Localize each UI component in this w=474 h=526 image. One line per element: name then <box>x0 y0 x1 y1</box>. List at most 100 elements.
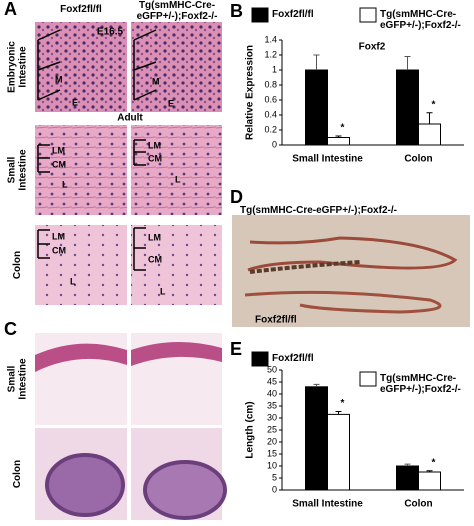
y-tick-label: 1 <box>272 64 277 74</box>
y-tick-label: 15 <box>267 448 277 458</box>
bar <box>327 137 350 146</box>
histology-image <box>35 22 127 112</box>
row-label: Intestine <box>18 46 29 88</box>
y-tick-label: 0.4 <box>264 109 277 119</box>
region-label: L <box>62 179 68 189</box>
tissue <box>143 460 227 520</box>
region-label: CM <box>148 153 162 163</box>
row-label: Small <box>7 365 18 392</box>
region-label: CM <box>52 159 66 169</box>
panel-letter: C <box>4 319 17 339</box>
region-label: M <box>152 76 160 86</box>
error-bar <box>426 470 433 472</box>
panel-letter: E <box>230 339 242 359</box>
tissue <box>131 341 222 366</box>
bracket <box>37 29 61 101</box>
intestine <box>249 260 361 274</box>
bar <box>418 471 441 491</box>
region-label: L <box>175 174 181 184</box>
y-tick-label: 25 <box>267 424 277 434</box>
y-tick-label: 0.2 <box>264 124 277 134</box>
row-label: Embryonic <box>7 41 18 93</box>
error-bar <box>335 411 342 415</box>
y-tick-label: 40 <box>267 388 277 398</box>
x-tick-label: Colon <box>404 154 432 165</box>
row-label: Intestine <box>18 149 29 191</box>
error-bar <box>313 54 320 70</box>
y-tick-label: 50 <box>267 364 277 374</box>
row-label: Colon <box>12 460 23 488</box>
y-tick-label: 0.8 <box>264 79 277 89</box>
tissue <box>45 453 125 517</box>
row-label: Colon <box>12 251 23 279</box>
histology-image <box>131 125 222 215</box>
photo-label: Tg(smMHC-Cre-eGFP+/-);Foxf2-/- <box>240 205 397 216</box>
y-tick-label: 20 <box>267 436 277 446</box>
row-label: Intestine <box>18 358 29 400</box>
region-label: M <box>55 74 63 84</box>
error-bar <box>404 463 411 466</box>
bracket <box>133 227 146 271</box>
significance: * <box>341 123 345 134</box>
bar <box>418 123 441 146</box>
region-label: E <box>72 97 78 107</box>
bracket <box>133 139 146 166</box>
legend-swatch <box>359 371 377 387</box>
legend-swatch <box>251 7 269 23</box>
significance: * <box>432 99 436 110</box>
bar <box>305 69 328 146</box>
legend-label: Foxf2fl/fl <box>272 353 314 364</box>
x-tick-label: Small Intestine <box>292 499 363 510</box>
y-tick-label: 45 <box>267 376 277 386</box>
y-tick-label: 35 <box>267 400 277 410</box>
region-label: LM <box>148 232 161 242</box>
bar <box>305 386 328 491</box>
y-tick-label: 0 <box>272 139 277 149</box>
panel-letter: A <box>4 0 17 19</box>
histology-image <box>131 225 222 305</box>
histology-image <box>35 225 127 305</box>
region-label: E <box>168 98 174 108</box>
x-tick-label: Colon <box>404 499 432 510</box>
y-tick-label: 10 <box>267 460 277 470</box>
bracket <box>37 229 50 259</box>
legend-swatch <box>359 7 377 23</box>
bracket <box>37 144 50 173</box>
histology-image <box>131 22 222 112</box>
region-label: LM <box>148 140 161 150</box>
chart-title: Foxf2 <box>359 42 386 53</box>
stage-label: Adult <box>117 113 143 124</box>
y-axis-label: Relative Expression <box>245 45 256 140</box>
region-label: CM <box>148 254 162 264</box>
y-tick-label: 0 <box>272 484 277 494</box>
stage-label: E16.5 <box>97 27 124 38</box>
error-bar <box>426 112 433 124</box>
bar <box>327 413 350 491</box>
photo-label: Foxf2fl/fl <box>255 315 297 326</box>
intestine <box>247 236 458 272</box>
x-tick-label: Small Intestine <box>292 154 363 165</box>
error-bar <box>313 383 320 387</box>
legend-label: Tg(smMHC-Cre-eGFP+/-);Foxf2-/- <box>380 9 461 31</box>
bracket <box>133 29 157 101</box>
legend-label: Foxf2fl/fl <box>272 9 314 20</box>
panel-letter: B <box>230 1 243 21</box>
y-tick-label: 1.2 <box>264 49 277 59</box>
column-header: Tg(smMHC-Cre-eGFP+/-);Foxf2-/- <box>136 0 218 22</box>
y-tick-label: 5 <box>272 472 277 482</box>
intestine <box>244 290 442 314</box>
error-bar <box>404 56 411 70</box>
row-label: Small <box>7 156 18 183</box>
panel-letter: D <box>230 187 243 207</box>
significance: * <box>432 457 436 468</box>
region-label: CM <box>52 245 66 255</box>
bar <box>396 465 419 491</box>
y-tick-label: 1.4 <box>264 34 277 44</box>
error-bar <box>335 135 342 138</box>
legend-swatch <box>251 351 269 367</box>
significance: * <box>341 398 345 409</box>
tissue <box>35 343 127 372</box>
y-tick-label: 30 <box>267 412 277 422</box>
